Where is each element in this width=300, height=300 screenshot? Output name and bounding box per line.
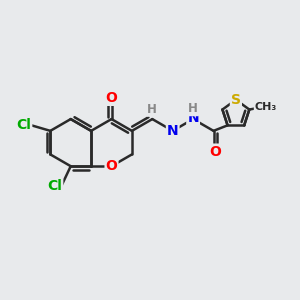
Text: CH₃: CH₃ — [255, 102, 277, 112]
Text: O: O — [209, 145, 221, 159]
Text: Cl: Cl — [47, 179, 62, 193]
Text: Cl: Cl — [16, 118, 31, 132]
Text: O: O — [106, 159, 117, 173]
Text: O: O — [106, 91, 117, 105]
Text: H: H — [147, 103, 157, 116]
Text: N: N — [187, 112, 199, 125]
Text: H: H — [188, 102, 198, 115]
Text: N: N — [167, 124, 178, 138]
Text: S: S — [231, 93, 241, 107]
